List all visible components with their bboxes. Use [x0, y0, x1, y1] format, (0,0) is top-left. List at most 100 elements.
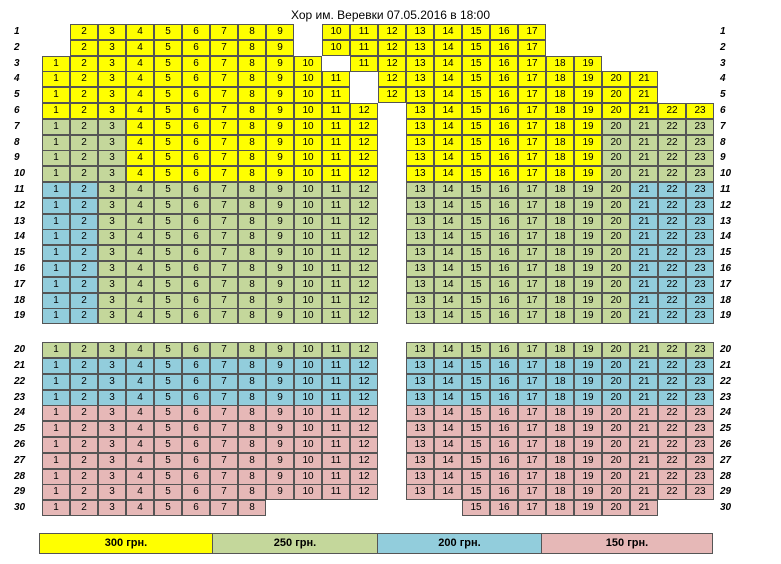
seat-r27-s15[interactable]: 15 [462, 452, 490, 469]
seat-r22-s20[interactable]: 20 [602, 373, 630, 390]
seat-r16-s13[interactable]: 13 [406, 261, 434, 277]
seat-r22-s11[interactable]: 11 [322, 373, 350, 390]
seat-r1-s11[interactable]: 11 [350, 24, 378, 40]
seat-r6-s12[interactable]: 12 [350, 103, 378, 119]
seat-r11-s10[interactable]: 10 [294, 182, 322, 198]
seat-r15-s14[interactable]: 14 [434, 245, 462, 262]
seat-r18-s12[interactable]: 12 [350, 292, 378, 309]
seat-r13-s19[interactable]: 19 [574, 213, 602, 230]
seat-r14-s14[interactable]: 14 [434, 229, 462, 246]
seat-r27-s17[interactable]: 17 [518, 452, 546, 469]
seat-r24-s13[interactable]: 13 [406, 405, 434, 422]
seat-r27-s6[interactable]: 6 [182, 452, 210, 469]
seat-r15-s5[interactable]: 5 [154, 245, 182, 262]
seat-r20-s10[interactable]: 10 [294, 342, 322, 359]
seat-r27-s23[interactable]: 23 [686, 452, 714, 469]
seat-r19-s20[interactable]: 20 [602, 308, 630, 325]
seat-r10-s7[interactable]: 7 [210, 166, 238, 183]
seat-r15-s16[interactable]: 16 [490, 245, 518, 262]
seat-r28-s17[interactable]: 17 [518, 468, 546, 485]
seat-r28-s16[interactable]: 16 [490, 468, 518, 485]
seat-r6-s7[interactable]: 7 [210, 103, 238, 119]
seat-r9-s5[interactable]: 5 [154, 150, 182, 167]
seat-r24-s22[interactable]: 22 [658, 405, 686, 422]
seat-r25-s6[interactable]: 6 [182, 421, 210, 438]
seat-r9-s11[interactable]: 11 [322, 150, 350, 167]
seat-r19-s9[interactable]: 9 [266, 308, 294, 325]
seat-r23-s11[interactable]: 11 [322, 389, 350, 406]
seat-r16-s21[interactable]: 21 [630, 261, 658, 277]
seat-r12-s16[interactable]: 16 [490, 197, 518, 214]
seat-r5-s15[interactable]: 15 [462, 87, 490, 104]
seat-r9-s16[interactable]: 16 [490, 150, 518, 167]
seat-r1-s6[interactable]: 6 [182, 24, 210, 40]
seat-r23-s1[interactable]: 1 [42, 389, 70, 406]
seat-r14-s19[interactable]: 19 [574, 229, 602, 246]
seat-r11-s22[interactable]: 22 [658, 182, 686, 198]
seat-r3-s2[interactable]: 2 [70, 55, 98, 72]
seat-r20-s21[interactable]: 21 [630, 342, 658, 359]
seat-r4-s17[interactable]: 17 [518, 71, 546, 88]
seat-r29-s17[interactable]: 17 [518, 484, 546, 501]
seat-r1-s12[interactable]: 12 [378, 24, 406, 40]
seat-r25-s21[interactable]: 21 [630, 421, 658, 438]
seat-r30-s2[interactable]: 2 [70, 500, 98, 517]
seat-r4-s20[interactable]: 20 [602, 71, 630, 88]
seat-r1-s9[interactable]: 9 [266, 24, 294, 40]
seat-r29-s4[interactable]: 4 [126, 484, 154, 501]
seat-r30-s19[interactable]: 19 [574, 500, 602, 517]
seat-r3-s10[interactable]: 10 [294, 55, 322, 72]
seat-r4-s7[interactable]: 7 [210, 71, 238, 88]
seat-r7-s7[interactable]: 7 [210, 118, 238, 135]
seat-r11-s13[interactable]: 13 [406, 182, 434, 198]
seat-r6-s14[interactable]: 14 [434, 103, 462, 119]
seat-r1-s17[interactable]: 17 [518, 24, 546, 40]
seat-r13-s18[interactable]: 18 [546, 213, 574, 230]
seat-r26-s2[interactable]: 2 [70, 437, 98, 453]
seat-r21-s15[interactable]: 15 [462, 358, 490, 374]
seat-r6-s13[interactable]: 13 [406, 103, 434, 119]
seat-r13-s9[interactable]: 9 [266, 213, 294, 230]
seat-r16-s19[interactable]: 19 [574, 261, 602, 277]
seat-r20-s22[interactable]: 22 [658, 342, 686, 359]
seat-r15-s13[interactable]: 13 [406, 245, 434, 262]
seat-r8-s2[interactable]: 2 [70, 134, 98, 151]
seat-r28-s18[interactable]: 18 [546, 468, 574, 485]
seat-r6-s8[interactable]: 8 [238, 103, 266, 119]
seat-r15-s10[interactable]: 10 [294, 245, 322, 262]
seat-r26-s17[interactable]: 17 [518, 437, 546, 453]
seat-r6-s23[interactable]: 23 [686, 103, 714, 119]
seat-r4-s16[interactable]: 16 [490, 71, 518, 88]
seat-r3-s18[interactable]: 18 [546, 55, 574, 72]
seat-r23-s21[interactable]: 21 [630, 389, 658, 406]
seat-r24-s3[interactable]: 3 [98, 405, 126, 422]
seat-r15-s4[interactable]: 4 [126, 245, 154, 262]
seat-r13-s15[interactable]: 15 [462, 213, 490, 230]
seat-r12-s7[interactable]: 7 [210, 197, 238, 214]
seat-r21-s1[interactable]: 1 [42, 358, 70, 374]
seat-r18-s6[interactable]: 6 [182, 292, 210, 309]
seat-r11-s4[interactable]: 4 [126, 182, 154, 198]
seat-r27-s22[interactable]: 22 [658, 452, 686, 469]
seat-r8-s4[interactable]: 4 [126, 134, 154, 151]
seat-r6-s3[interactable]: 3 [98, 103, 126, 119]
seat-r13-s20[interactable]: 20 [602, 213, 630, 230]
seat-r20-s8[interactable]: 8 [238, 342, 266, 359]
seat-r13-s14[interactable]: 14 [434, 213, 462, 230]
seat-r29-s15[interactable]: 15 [462, 484, 490, 501]
seat-r17-s18[interactable]: 18 [546, 276, 574, 293]
seat-r7-s18[interactable]: 18 [546, 118, 574, 135]
seat-r5-s1[interactable]: 1 [42, 87, 70, 104]
seat-r15-s18[interactable]: 18 [546, 245, 574, 262]
seat-r14-s7[interactable]: 7 [210, 229, 238, 246]
seat-r16-s11[interactable]: 11 [322, 261, 350, 277]
seat-r24-s15[interactable]: 15 [462, 405, 490, 422]
seat-r17-s16[interactable]: 16 [490, 276, 518, 293]
seat-r25-s11[interactable]: 11 [322, 421, 350, 438]
seat-r22-s14[interactable]: 14 [434, 373, 462, 390]
seat-r6-s17[interactable]: 17 [518, 103, 546, 119]
seat-r16-s7[interactable]: 7 [210, 261, 238, 277]
seat-r18-s17[interactable]: 17 [518, 292, 546, 309]
seat-r27-s3[interactable]: 3 [98, 452, 126, 469]
seat-r3-s1[interactable]: 1 [42, 55, 70, 72]
